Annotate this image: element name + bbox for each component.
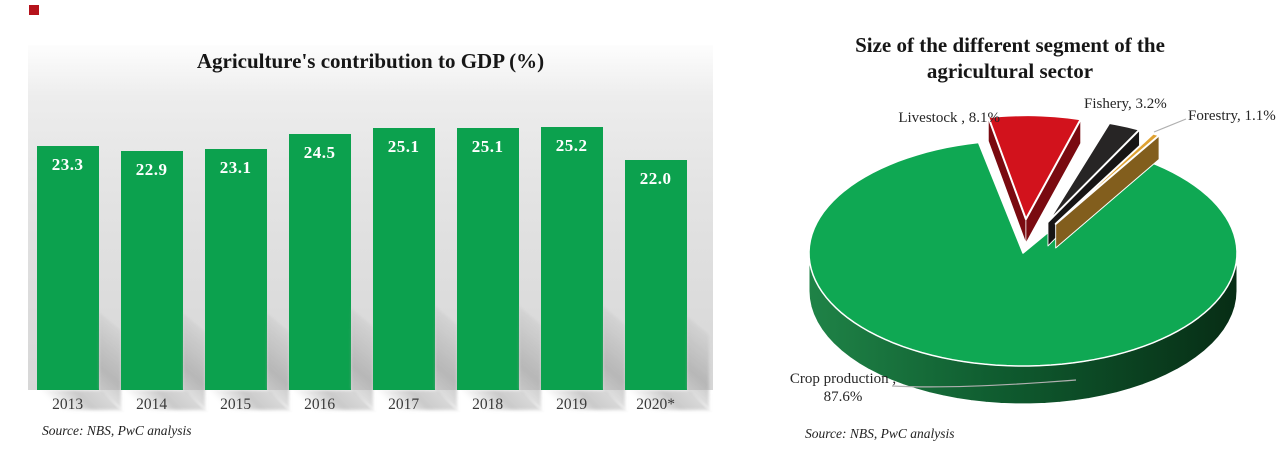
pie-slice-fishery-top	[1047, 121, 1141, 223]
bar-2014: 22.9	[120, 150, 183, 390]
bar-fill	[372, 127, 435, 390]
bar-fill	[624, 160, 687, 390]
pie-chart-title: Size of the different segment of the agr…	[730, 32, 1280, 84]
leader-line-crop-production	[891, 379, 1077, 388]
bar-value-label: 22.0	[639, 169, 672, 188]
label-crop-production-line1: Crop production ,	[789, 371, 897, 387]
pie-top-crop-production	[808, 141, 1238, 367]
bar-value-label: 23.3	[51, 155, 84, 175]
bar-fill	[456, 127, 519, 390]
bar-2017: 25.1	[372, 127, 435, 390]
bar-value-label: 25.1	[471, 136, 504, 156]
bar-2016: 24.5	[288, 133, 351, 390]
bar-2020: 22.0	[624, 160, 687, 390]
pie-title-line2: agricultural sector	[926, 59, 1094, 83]
leader-line-forestry	[1153, 118, 1187, 133]
bar-fill	[288, 133, 351, 390]
bar-2018: 25.1	[456, 127, 519, 390]
label-fishery: Fishery, 3.2%	[1084, 96, 1167, 112]
pie-shapes	[808, 114, 1238, 405]
pie-slice-livestock-top	[987, 114, 1082, 221]
bar-plot-area: 23.3 22.9 23.1 24.5 25.1 25.1 25.2 22.0	[28, 45, 713, 390]
bar-fill	[540, 126, 603, 390]
bar-fill	[36, 146, 99, 390]
pie-slice-forestry-top	[1054, 132, 1161, 225]
bar-2019: 25.2	[540, 126, 603, 390]
x-tick-2013: 2013	[52, 396, 84, 413]
bar-value-label: 25.1	[387, 136, 420, 156]
label-crop-production-line2: 87.6%	[823, 389, 863, 405]
pie-3d-svg	[808, 114, 1238, 405]
bar-value-label: 22.9	[135, 159, 168, 179]
x-tick-2015: 2015	[220, 396, 252, 413]
bar-fill	[120, 150, 183, 390]
label-crop-production: Crop production , 87.6%	[777, 370, 909, 406]
slide-corner-marker	[29, 5, 39, 15]
bar-chart-source: Source: NBS, PwC analysis	[42, 423, 192, 438]
bar-2013: 23.3	[36, 146, 99, 390]
bar-value-label: 25.2	[555, 135, 588, 155]
x-tick-2014: 2014	[136, 396, 168, 413]
label-livestock: Livestock , 8.1%	[898, 110, 1000, 126]
x-tick-2016: 2016	[304, 396, 336, 413]
bar-value-label: 24.5	[303, 142, 336, 162]
bar-fill	[204, 148, 267, 390]
pie-chart-source: Source: NBS, PwC analysis	[805, 426, 955, 441]
x-tick-2017: 2017	[388, 396, 420, 413]
label-forestry: Forestry, 1.1%	[1188, 108, 1276, 124]
bar-2015: 23.1	[204, 148, 267, 390]
bar-value-label: 23.1	[219, 157, 252, 177]
pie-title-line1: Size of the different segment of the	[855, 33, 1165, 57]
bar-chart-title: Agriculture's contribution to GDP (%)	[196, 49, 545, 73]
x-tick-2018: 2018	[472, 396, 504, 413]
x-tick-2020: 2020*	[636, 396, 675, 413]
x-tick-2019: 2019	[556, 396, 588, 413]
